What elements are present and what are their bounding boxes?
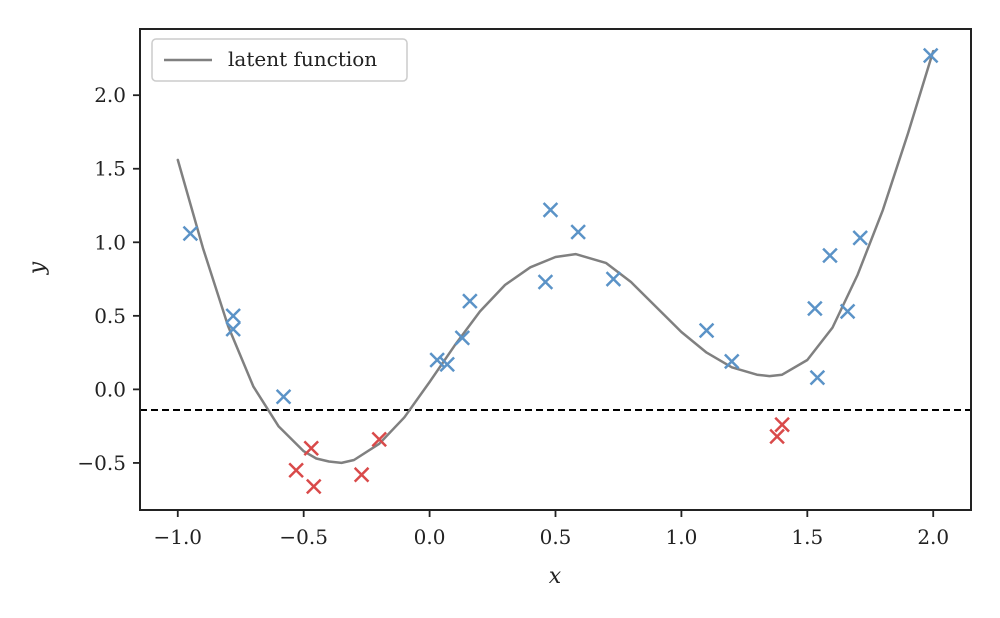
below-threshold-point bbox=[371, 431, 387, 448]
y-axis-label: y bbox=[25, 261, 50, 275]
above-threshold-point bbox=[807, 300, 823, 317]
y-tick-label: 1.0 bbox=[94, 230, 126, 254]
plot-frame bbox=[139, 28, 972, 511]
legend: latent function bbox=[151, 38, 408, 82]
x-tick-label: 1.0 bbox=[666, 525, 698, 549]
y-tick-label: −0.5 bbox=[77, 451, 126, 475]
above-threshold-point bbox=[537, 274, 554, 290]
above-threshold-point bbox=[182, 225, 199, 242]
above-threshold-point bbox=[439, 356, 455, 373]
x-tick-label: 0.5 bbox=[540, 525, 572, 549]
below-threshold-point bbox=[288, 462, 304, 479]
below-threshold-point bbox=[303, 440, 320, 456]
y-tick-label: 0.5 bbox=[94, 304, 126, 328]
y-tick-label: 1.5 bbox=[94, 157, 126, 181]
x-tick-label: −0.5 bbox=[279, 525, 328, 549]
x-tick-label: 0.0 bbox=[414, 525, 446, 549]
above-threshold-point bbox=[698, 322, 715, 339]
latent-function-line bbox=[176, 49, 935, 465]
above-threshold-point bbox=[454, 330, 471, 346]
above-threshold-point bbox=[275, 388, 292, 405]
above-threshold-point bbox=[724, 353, 740, 370]
above-threshold-point bbox=[542, 202, 559, 218]
y-axis: −0.5 0.0 0.5 1.0 1.5 2.0 bbox=[77, 83, 140, 475]
above-threshold-point bbox=[462, 293, 478, 309]
y-tick-label: 2.0 bbox=[94, 83, 126, 107]
above-threshold-point bbox=[429, 352, 445, 368]
legend-box bbox=[151, 38, 408, 82]
x-tick-label: −1.0 bbox=[153, 525, 202, 549]
below-threshold-point bbox=[774, 416, 790, 433]
x-axis-label: x bbox=[549, 564, 562, 589]
legend-label: latent function bbox=[228, 47, 377, 71]
above-threshold-point bbox=[225, 308, 241, 324]
x-tick-label: 1.5 bbox=[791, 525, 823, 549]
above-threshold-point bbox=[605, 271, 622, 287]
plot-marks bbox=[140, 47, 971, 495]
below-threshold-point bbox=[353, 466, 370, 483]
y-tick-label: 0.0 bbox=[94, 377, 126, 401]
above-threshold-point bbox=[225, 321, 241, 337]
above-threshold-point bbox=[809, 369, 826, 386]
below-threshold-point bbox=[769, 428, 785, 445]
above-threshold-point bbox=[922, 47, 939, 64]
above-threshold-point bbox=[570, 224, 586, 240]
above-threshold-point bbox=[839, 303, 856, 320]
above-threshold-point bbox=[852, 230, 868, 246]
below-threshold-point bbox=[305, 478, 322, 495]
x-axis: −1.0 −0.5 0.0 0.5 1.0 1.5 2.0 bbox=[153, 510, 949, 549]
above-threshold-point bbox=[822, 247, 838, 264]
x-tick-label: 2.0 bbox=[917, 525, 949, 549]
